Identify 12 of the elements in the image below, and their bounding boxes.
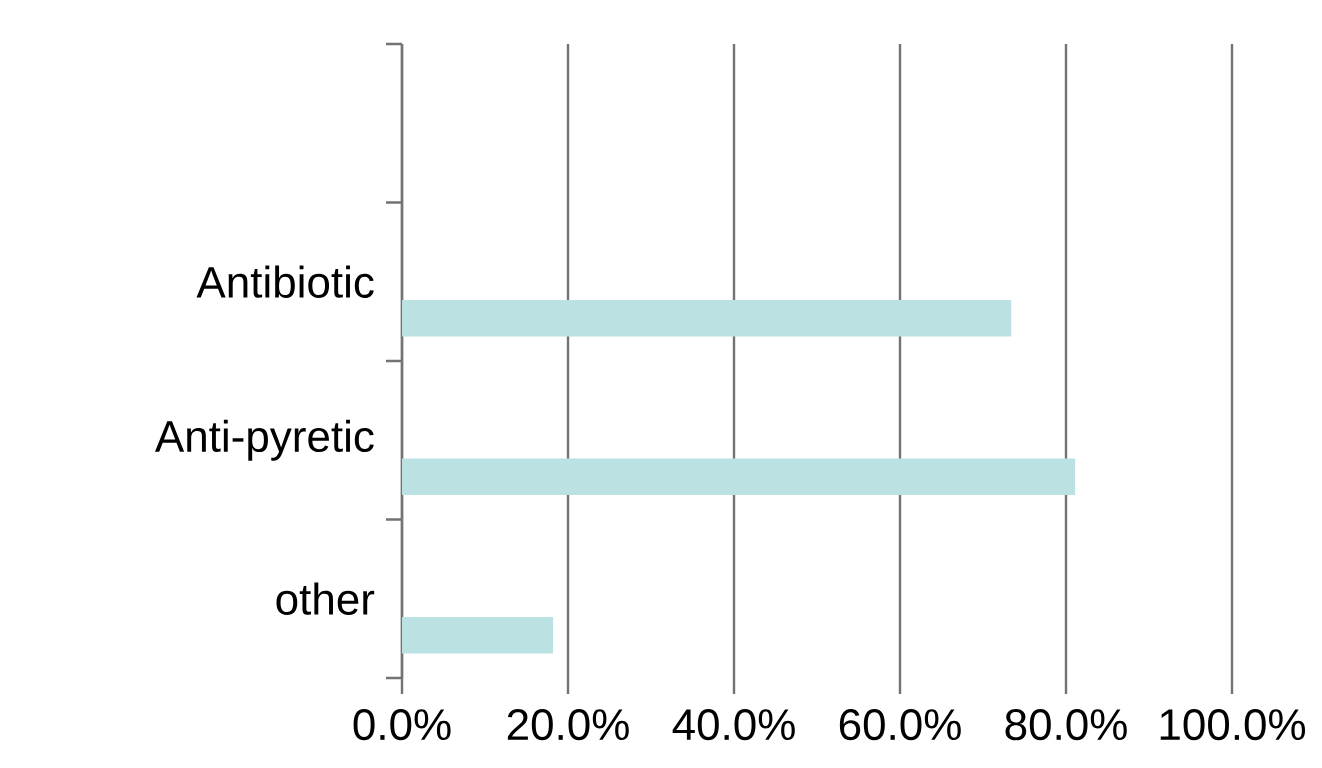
x-tick-label: 80.0%	[1005, 709, 1127, 741]
y-tick-label: Anti-pyretic	[154, 419, 374, 461]
y-tick-label: other	[276, 582, 375, 615]
bar	[402, 458, 1076, 495]
bar	[402, 616, 554, 654]
x-tick-label: 60.0%	[839, 709, 961, 741]
x-tick-label: 20.0%	[507, 709, 629, 741]
bar	[402, 299, 1012, 337]
x-tick-label: 40.0%	[672, 709, 795, 741]
x-tick-label: 100.0%	[1160, 709, 1306, 741]
y-tick-label: Antibiotic	[196, 265, 374, 298]
x-tick-label: 0.0%	[353, 709, 451, 741]
